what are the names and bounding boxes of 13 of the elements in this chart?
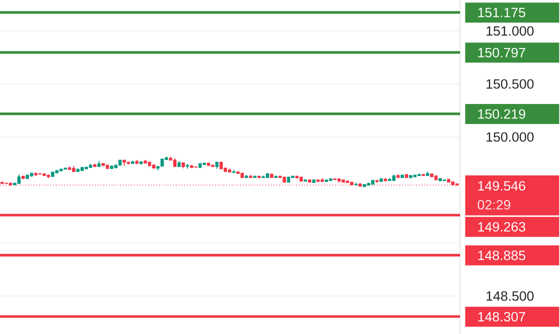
text: 02:29 (478, 200, 510, 210)
ref-line-label: 148.307 (478, 312, 526, 322)
y-tick-label: 150.500 (486, 79, 534, 89)
candlestick (17, 174, 21, 184)
y-tick-label: 151.000 (486, 26, 534, 36)
ref-line-label: 149.546 (478, 181, 526, 191)
y-tick-label: 148.500 (486, 291, 534, 301)
ref-line-label: 150.797 (478, 48, 526, 58)
ref-line-label: 151.175 (478, 8, 526, 18)
ref-line-label: 148.885 (478, 250, 526, 260)
ref-line-label: 149.263 (478, 222, 526, 232)
y-tick-label: 150.000 (486, 132, 534, 142)
ref-line-label: 150.219 (478, 109, 526, 119)
